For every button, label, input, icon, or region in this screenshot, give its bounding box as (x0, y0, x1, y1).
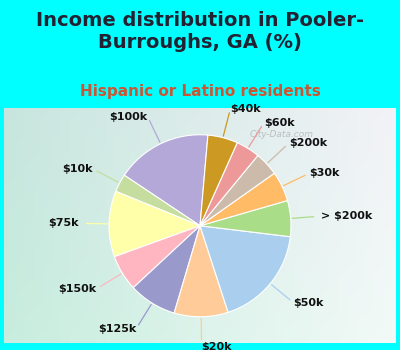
Wedge shape (133, 226, 200, 313)
Wedge shape (200, 201, 291, 237)
Text: $40k: $40k (230, 104, 261, 114)
Text: $30k: $30k (309, 168, 340, 178)
Wedge shape (200, 143, 258, 226)
Wedge shape (109, 191, 200, 257)
Wedge shape (116, 175, 200, 226)
Wedge shape (200, 173, 288, 226)
Text: $100k: $100k (110, 112, 148, 122)
Text: $150k: $150k (58, 284, 97, 294)
Text: > $200k: > $200k (321, 211, 372, 221)
Text: Income distribution in Pooler-
Burroughs, GA (%): Income distribution in Pooler- Burroughs… (36, 10, 364, 51)
Wedge shape (114, 226, 200, 288)
Wedge shape (200, 155, 274, 226)
Wedge shape (200, 135, 237, 226)
Text: City-Data.com: City-Data.com (250, 130, 314, 139)
Text: $50k: $50k (294, 298, 324, 308)
Wedge shape (200, 226, 290, 312)
Text: $10k: $10k (63, 164, 93, 174)
Text: $200k: $200k (289, 138, 327, 148)
Text: $60k: $60k (264, 118, 294, 128)
Text: $75k: $75k (48, 218, 79, 228)
Text: $20k: $20k (202, 342, 232, 350)
Text: $125k: $125k (98, 324, 136, 334)
Wedge shape (174, 226, 228, 317)
Wedge shape (124, 135, 208, 226)
Text: Hispanic or Latino residents: Hispanic or Latino residents (80, 84, 320, 99)
